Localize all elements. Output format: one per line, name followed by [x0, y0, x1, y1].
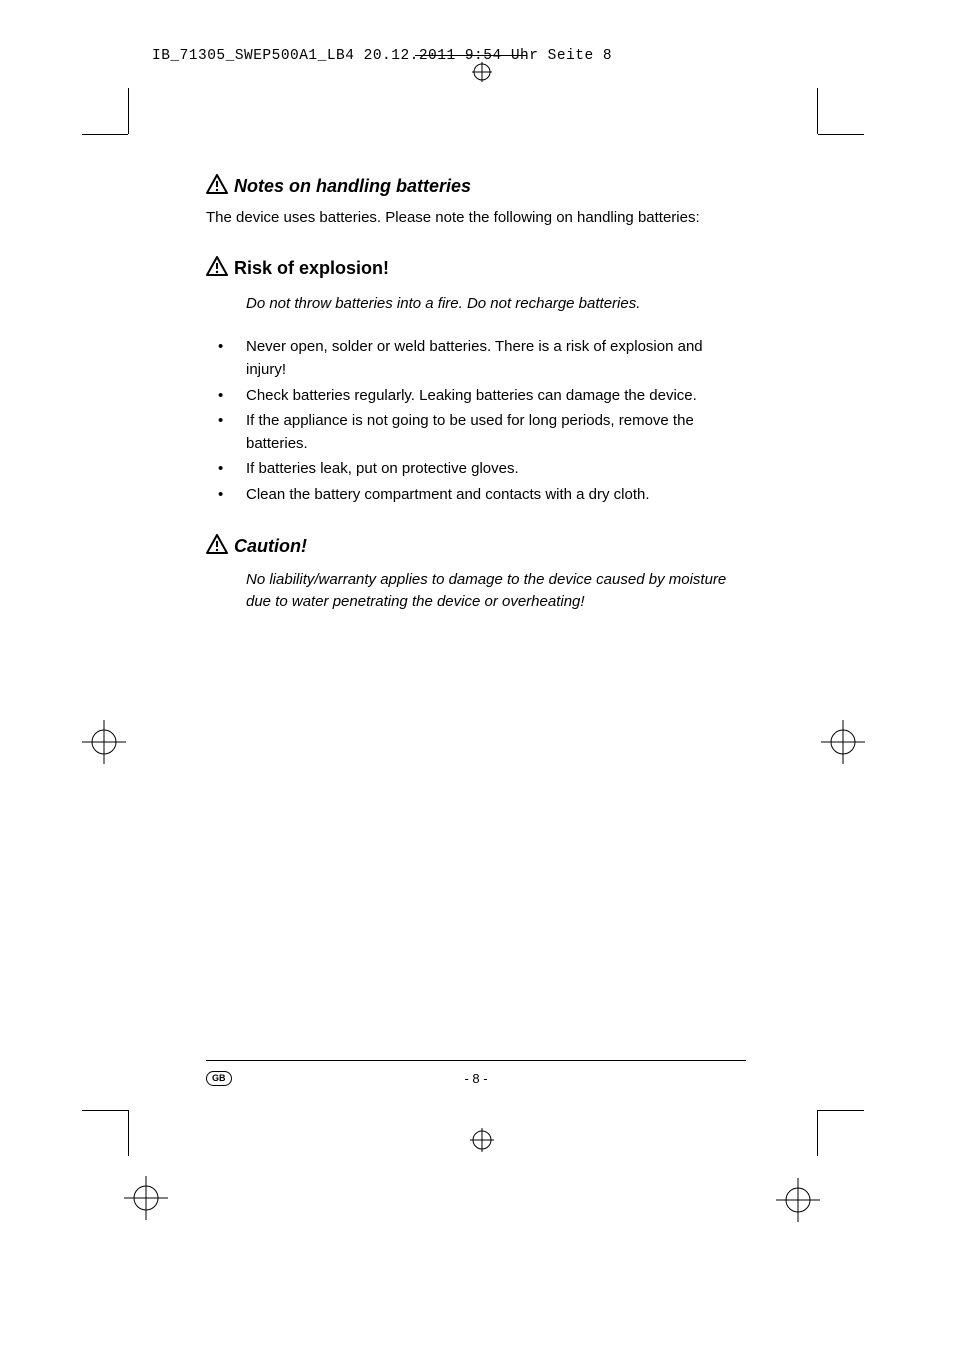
page-content: Notes on handling batteries The device u… [206, 172, 746, 614]
registration-mark-icon [82, 720, 126, 764]
heading-text: Notes on handling batteries [234, 176, 471, 197]
page-number: - 8 - [464, 1071, 487, 1086]
crop-corner [128, 88, 129, 134]
heading-text: Caution! [234, 536, 307, 557]
list-item: If batteries leak, put on protective glo… [206, 457, 746, 480]
crop-corner [817, 88, 818, 134]
print-header: IB_71305_SWEP500A1_LB4 20.12.2011 9:54 U… [152, 48, 612, 64]
crop-corner [818, 1110, 864, 1111]
list-item: If the appliance is not going to be used… [206, 409, 746, 456]
list-item: Clean the battery compartment and contac… [206, 483, 746, 506]
crop-corner [82, 1110, 128, 1111]
crop-corner [82, 134, 128, 135]
registration-mark-icon [776, 1178, 820, 1222]
heading-text: Risk of explosion! [234, 258, 389, 279]
footer-rule [206, 1060, 746, 1061]
warning-triangle-icon [206, 534, 228, 554]
section-heading-caution: Caution! [206, 532, 746, 557]
list-item: Never open, solder or weld batteries. Th… [206, 335, 746, 382]
page-footer: GB - 8 - [206, 1060, 746, 1086]
section-heading-batteries: Notes on handling batteries [206, 172, 746, 197]
crop-mark-top-icon [472, 62, 492, 82]
caution-paragraph: No liability/warranty applies to damage … [246, 569, 746, 614]
warning-triangle-icon [206, 174, 228, 194]
warning-triangle-icon [206, 256, 228, 276]
intro-paragraph: The device uses batteries. Please note t… [206, 207, 746, 230]
registration-mark-icon [124, 1176, 168, 1220]
country-badge: GB [206, 1071, 232, 1086]
crop-corner [817, 1110, 818, 1156]
crop-mark-bottom-icon [470, 1128, 494, 1152]
list-item: Check batteries regularly. Leaking batte… [206, 384, 746, 407]
registration-mark-icon [821, 720, 865, 764]
header-underline [415, 55, 527, 56]
crop-corner [818, 134, 864, 135]
crop-corner [128, 1110, 129, 1156]
explosion-note: Do not throw batteries into a fire. Do n… [246, 293, 746, 316]
battery-bullet-list: Never open, solder or weld batteries. Th… [206, 335, 746, 506]
section-heading-explosion: Risk of explosion! [206, 254, 746, 279]
